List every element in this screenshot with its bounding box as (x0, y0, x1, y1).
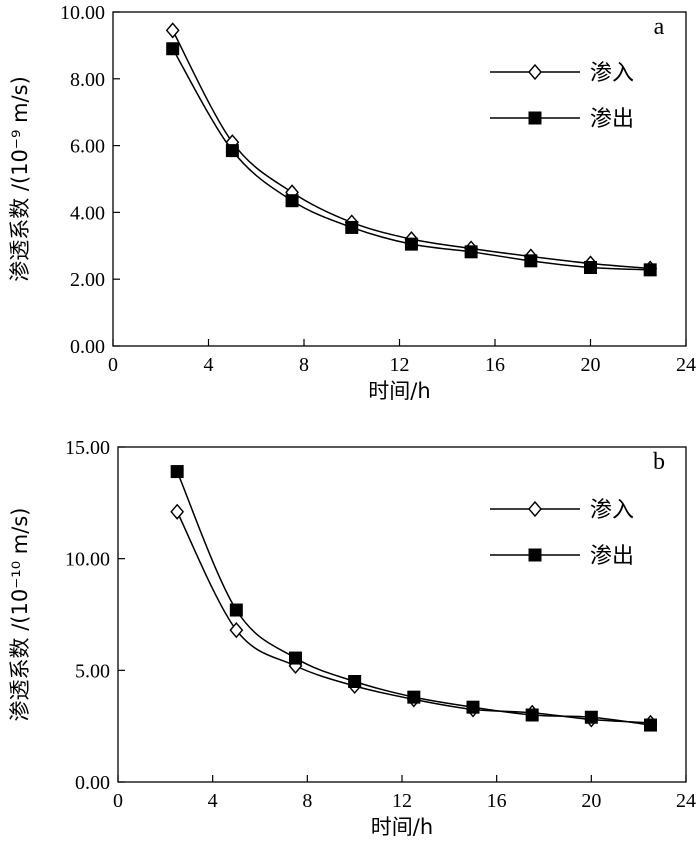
legend-label: 渗出 (590, 107, 634, 132)
y-tick-label: 10.00 (60, 2, 105, 24)
x-tick-label: 20 (581, 354, 601, 376)
data-point (525, 708, 539, 722)
x-tick-label: 12 (392, 790, 412, 812)
y-tick-label: 8.00 (70, 69, 105, 91)
data-point (229, 622, 244, 639)
data-point (644, 718, 657, 732)
data-point (464, 245, 478, 259)
data-point (345, 220, 359, 234)
chart-panel-a: 0 4 8 12 16 20 24 0.00 2.00 4.00 6.00 8.00 10.00 时间/h… (8, 2, 696, 403)
y-tick-label: 2.00 (70, 269, 105, 291)
legend-marker (528, 500, 542, 518)
legend-marker (528, 63, 542, 81)
y-tick-label: 0.00 (70, 336, 105, 358)
data-point (285, 194, 299, 208)
y-tick-label: 5.00 (75, 660, 110, 682)
x-tick-label: 8 (302, 790, 312, 812)
data-point (466, 700, 480, 714)
y-axis-label: 渗透系数 /(10⁻⁹ m/s) (8, 76, 32, 282)
panel-label: a (654, 14, 665, 40)
chart-panel-b: 0 4 8 12 16 20 24 0.00 5.00 10.00 15.00 时间/h 渗透系数 /(… (8, 437, 696, 839)
y-tick-label: 15.00 (65, 437, 110, 459)
data-point (170, 503, 185, 520)
data-point (404, 237, 418, 251)
y-tick-label: 6.00 (70, 136, 105, 158)
x-tick-label: 24 (676, 354, 696, 376)
x-tick-label: 0 (113, 790, 123, 812)
x-tick-label: 0 (108, 354, 118, 376)
x-tick-label: 12 (390, 354, 410, 376)
data-point (165, 22, 180, 39)
data-point (289, 651, 302, 665)
data-point (229, 603, 243, 617)
panel-label: b (653, 449, 665, 475)
x-tick-label: 20 (581, 790, 601, 812)
y-tick-label: 0.00 (75, 772, 110, 794)
data-point (225, 144, 239, 158)
x-tick-label: 4 (204, 354, 214, 376)
data-point (170, 465, 184, 479)
y-tick-label: 10.00 (65, 549, 110, 571)
data-point (643, 263, 657, 277)
legend-marker (528, 548, 542, 562)
data-point (584, 710, 598, 724)
legend-marker (528, 111, 542, 125)
x-axis-label: 时间/h (371, 815, 433, 839)
legend-label: 渗入 (590, 498, 634, 523)
x-axis-label: 时间/h (368, 379, 430, 403)
legend-label: 渗入 (590, 61, 634, 86)
x-tick-label: 16 (485, 354, 505, 376)
x-tick-label: 16 (487, 790, 507, 812)
x-tick-label: 4 (208, 790, 218, 812)
legend-label: 渗出 (590, 544, 634, 569)
y-tick-label: 4.00 (70, 202, 105, 224)
data-point (407, 690, 421, 704)
data-point (584, 261, 597, 275)
x-tick-label: 8 (299, 354, 309, 376)
y-axis-label: 渗透系数 /(10⁻¹⁰ m/s) (8, 508, 32, 722)
data-point (524, 254, 538, 268)
x-tick-label: 24 (676, 790, 696, 812)
data-point (348, 675, 362, 688)
data-point (166, 42, 180, 56)
